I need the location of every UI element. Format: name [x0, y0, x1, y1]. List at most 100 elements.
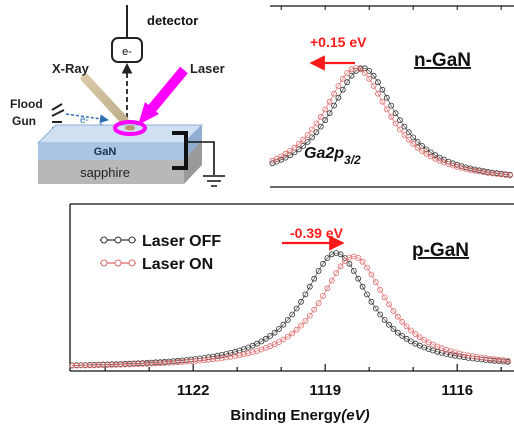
x-ray-beam-icon — [80, 73, 129, 125]
bottom-series-0-point — [302, 291, 309, 298]
bottom-series-0-point — [218, 351, 225, 358]
bottom-series-1-point — [232, 353, 238, 359]
bottom-series-1-point — [205, 356, 212, 363]
bottom-series-0-point — [364, 291, 370, 298]
bottom-series-0-point — [214, 352, 221, 359]
top-series-0-point — [339, 86, 346, 93]
bottom-series-0-point — [394, 329, 401, 336]
bottom-series-1-point — [342, 257, 348, 264]
bottom-series-0-point — [390, 325, 397, 332]
top-series-1-point — [471, 167, 478, 174]
detector-symbol: e- — [122, 46, 132, 58]
bottom-series-0-point — [311, 275, 318, 282]
flood-gun-label-2: Gun — [12, 114, 36, 128]
legend-label-on: Laser ON — [142, 256, 213, 273]
top-series-1-point — [331, 90, 337, 97]
sapphire-layer — [38, 160, 184, 184]
bottom-series-0-point — [280, 321, 287, 328]
bottom-series-1-point — [82, 362, 89, 369]
top-series-1-point — [295, 140, 302, 147]
bottom-series-1-point — [113, 361, 120, 368]
bottom-series-1-point — [91, 362, 98, 369]
bottom-series-1-point — [298, 322, 304, 329]
ground-contact-icon — [172, 131, 188, 170]
top-series-1-point — [344, 70, 351, 76]
bottom-series-1-point — [394, 313, 401, 320]
top-series-1-point — [414, 144, 421, 151]
bottom-series-1-point — [302, 317, 309, 324]
top-series-1-point — [370, 83, 377, 89]
bottom-series-1-point — [122, 361, 128, 368]
bottom-series-1-point — [170, 359, 177, 366]
top-series-0-point — [331, 102, 337, 109]
bottom-series-1-point — [289, 330, 296, 337]
top-series-1-line — [272, 67, 511, 176]
bottom-series-0-point — [254, 340, 260, 347]
panel-n-gan: n-GaN Ga2p3/2 +0.15 eV — [269, 5, 514, 188]
laser-arrow-head — [138, 102, 159, 125]
bottom-series-1-point — [78, 362, 84, 369]
bottom-series-0-point — [284, 316, 291, 323]
gan-layer — [38, 143, 184, 160]
x-axis-label: Binding Energy(eV) — [230, 407, 369, 424]
bottom-series-1-point — [487, 355, 494, 362]
top-series-1-point — [498, 171, 505, 178]
electron-symbol: e- — [80, 115, 89, 126]
top-series-1-point — [309, 126, 315, 133]
sapphire-label: sapphire — [80, 165, 130, 180]
bottom-series-1-point — [364, 264, 370, 271]
bottom-series-0-point — [377, 311, 384, 318]
bottom-series-0-point — [381, 316, 388, 323]
top-series-1-point — [480, 169, 487, 176]
legend: Laser OFF Laser ON — [100, 233, 221, 273]
n-gan-title: n-GaN — [414, 50, 471, 71]
bottom-series-1-point — [306, 312, 313, 319]
legend-marker-on-1 — [100, 259, 108, 267]
bottom-series-0-point — [298, 298, 304, 305]
bottom-series-1-point — [223, 354, 230, 361]
top-series-0-point — [322, 117, 329, 124]
top-series-1-point — [313, 120, 320, 127]
electron-beam-1 — [65, 113, 109, 124]
top-series-1-point — [463, 166, 469, 172]
bottom-series-1-point — [236, 352, 243, 359]
top-series-1-point — [476, 168, 483, 175]
top-series-0-point — [467, 165, 474, 172]
top-series-1-point — [489, 170, 496, 177]
bottom-series-0-point — [315, 267, 322, 274]
bottom-series-0-point — [320, 260, 326, 267]
top-series-1-point — [291, 144, 298, 151]
top-series-1-point — [282, 150, 289, 157]
top-series-1-point — [326, 98, 333, 105]
top-series-1-point — [392, 120, 399, 127]
bottom-series-1-point — [144, 360, 150, 367]
experiment-schematic: e- detector X-Ray Laser Flood Gun e- GaN… — [10, 5, 225, 187]
top-panel-series — [269, 65, 513, 179]
bottom-series-1-point — [320, 292, 326, 299]
bottom-series-0-point — [368, 298, 375, 305]
bottom-series-0-point — [289, 311, 296, 318]
bottom-series-1-point — [482, 355, 489, 362]
bottom-series-1-point — [456, 350, 463, 357]
bottom-series-1-point — [271, 341, 278, 348]
bottom-series-1-point — [412, 331, 419, 338]
bottom-series-1-point — [504, 357, 511, 364]
legend-marker-off-1 — [100, 236, 108, 244]
bottom-series-0-point — [350, 267, 357, 274]
bottom-series-1-point — [381, 294, 388, 301]
bottom-panel-ticks: 1122 1119 1116 — [104, 364, 502, 399]
top-series-1-point — [375, 90, 381, 97]
panel-p-gan: 1122 1119 1116 p-GaN -0.39 eV Laser OFF La… — [69, 203, 514, 424]
bottom-series-1-point — [324, 285, 331, 292]
bottom-series-0-point — [324, 255, 331, 262]
bottom-series-1-point — [183, 358, 190, 365]
top-series-1-point — [287, 147, 293, 154]
peak-label-main: Ga2p — [304, 145, 344, 162]
bottom-panel-series — [69, 250, 511, 369]
top-series-1-point — [273, 155, 280, 162]
bottom-series-1-point — [478, 354, 485, 361]
bottom-series-1-point — [465, 352, 472, 359]
bottom-series-0-point — [386, 321, 392, 328]
bottom-series-1-point — [346, 254, 353, 261]
bottom-series-1-point — [152, 360, 159, 367]
